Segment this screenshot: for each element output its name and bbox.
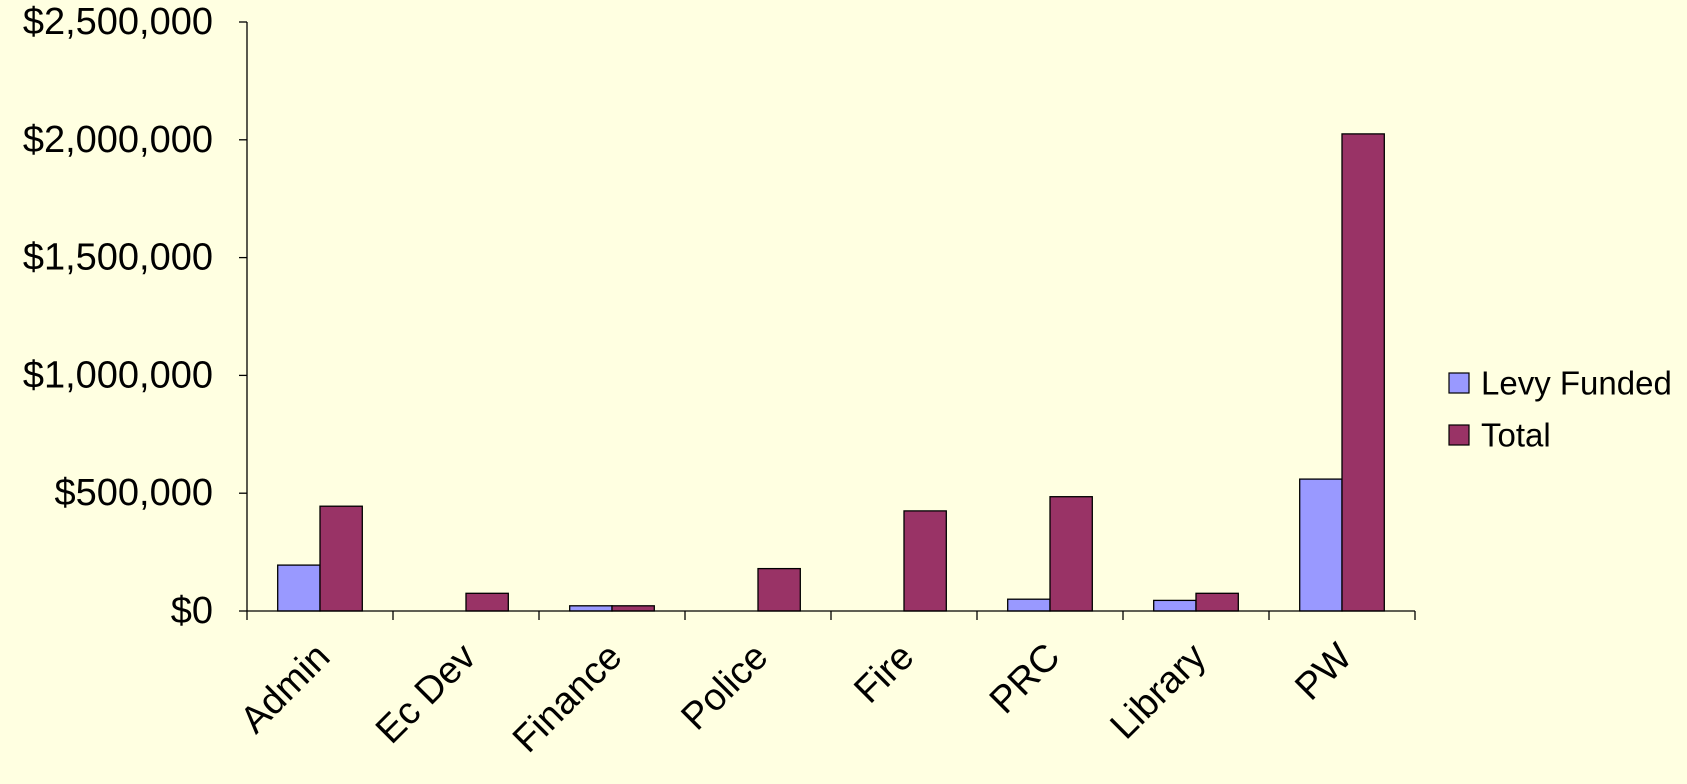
y-tick-label: $0 — [171, 590, 213, 632]
x-tick-label: Finance — [505, 636, 630, 761]
bar-total-prc — [1049, 496, 1093, 612]
bar-total-fire — [903, 510, 947, 612]
legend-swatch-total — [1448, 424, 1470, 446]
bar-total-ec-dev — [465, 592, 509, 612]
bar-total-library — [1195, 592, 1239, 612]
bar-levy-funded-finance — [569, 605, 613, 612]
x-tick-label: Admin — [232, 636, 338, 742]
legend-label-total: Total — [1481, 417, 1551, 454]
bar-levy-funded-prc — [1007, 598, 1051, 612]
bars-group — [277, 133, 1385, 612]
x-tick-labels: Admin Ec Dev Finance Police Fire PRC Library PW — [232, 636, 1360, 761]
y-tick-label: $1,500,000 — [23, 237, 213, 279]
y-tick-labels: $0 $500,000 $1,000,000 $1,500,000 $2,000,000… — [23, 1, 213, 632]
bar-levy-funded-library — [1153, 599, 1197, 612]
bar-levy-funded-admin — [277, 564, 321, 612]
legend-swatch-levy-funded — [1448, 372, 1470, 394]
y-tick-label: $500,000 — [55, 472, 214, 514]
bar-total-pw — [1341, 133, 1385, 612]
y-tick-label: $2,500,000 — [23, 1, 213, 43]
bar-levy-funded-pw — [1299, 478, 1343, 612]
x-tick-label: Library — [1103, 636, 1215, 748]
x-tick-label: Fire — [846, 636, 922, 712]
axes-group — [239, 21, 1416, 620]
bar-total-finance — [611, 605, 655, 612]
bar-total-admin — [319, 505, 363, 612]
x-tick-label: Police — [673, 636, 776, 739]
y-tick-label: $1,000,000 — [23, 354, 213, 396]
x-tick-label: Ec Dev — [368, 636, 484, 752]
y-tick-label: $2,000,000 — [23, 119, 213, 161]
legend-label-levy-funded: Levy Funded — [1481, 365, 1672, 402]
bar-total-police — [757, 567, 801, 612]
x-tick-label: PRC — [982, 636, 1068, 722]
legend: Levy Funded Total — [1448, 365, 1672, 454]
x-tick-label: PW — [1287, 636, 1360, 709]
